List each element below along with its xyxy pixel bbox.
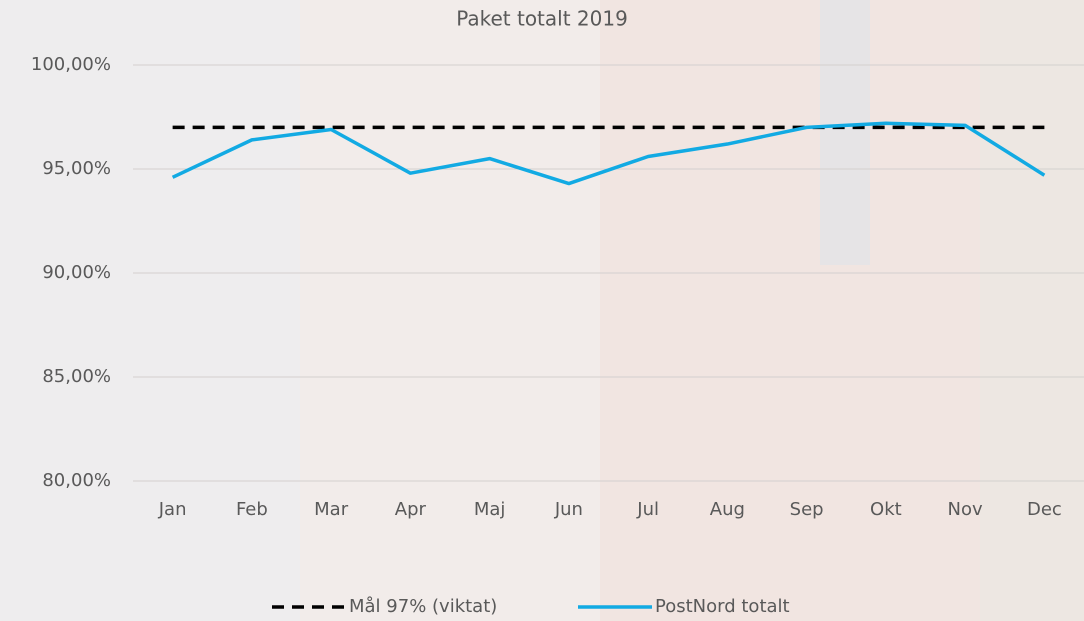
legend-label: Mål 97% (viktat) [349, 596, 497, 617]
x-tick-label: Jan [158, 499, 187, 520]
x-tick-label: Jul [636, 499, 659, 520]
y-tick-label: 100,00% [31, 54, 111, 75]
chart-title: Paket totalt 2019 [456, 7, 628, 31]
series-line [171, 121, 1046, 186]
x-tick-label: Aug [710, 499, 745, 520]
x-tick-label: Mar [314, 499, 349, 520]
x-tick-label: Apr [395, 499, 427, 520]
x-tick-label: Dec [1027, 499, 1062, 520]
y-tick-label: 80,00% [42, 470, 111, 491]
x-tick-label: Nov [948, 499, 983, 520]
y-tick-label: 90,00% [42, 262, 111, 283]
x-tick-label: Feb [236, 499, 268, 520]
y-tick-label: 85,00% [42, 366, 111, 387]
x-tick-label: Maj [474, 499, 506, 520]
legend-label: PostNord totalt [655, 596, 790, 617]
x-tick-label: Sep [790, 499, 824, 520]
x-tick-label: Okt [870, 499, 902, 520]
y-tick-label: 95,00% [42, 158, 111, 179]
x-tick-label: Jun [554, 499, 583, 520]
